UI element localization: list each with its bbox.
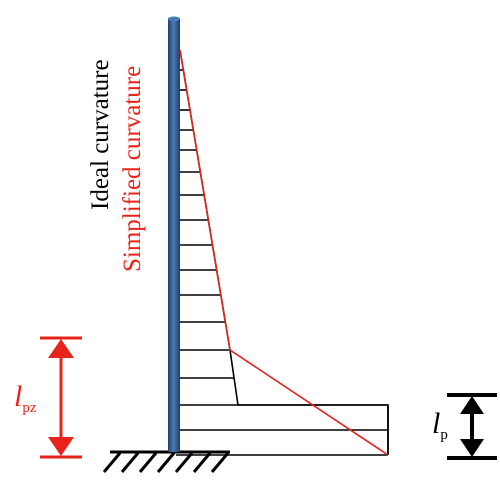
ideal-curvature-distribution bbox=[176, 49, 389, 456]
lpz-label: lpz bbox=[14, 380, 37, 416]
lp-label-sub: p bbox=[440, 427, 448, 443]
lp-dimension-arrow bbox=[447, 393, 497, 460]
column-top bbox=[168, 16, 180, 22]
lpz-dimension-arrow bbox=[40, 336, 82, 459]
lp-label: lp bbox=[432, 407, 448, 443]
simplified-curvature-line bbox=[179, 49, 389, 456]
lp-label-main: l bbox=[432, 407, 440, 440]
ideal-curvature-label: Ideal curvature bbox=[87, 59, 114, 210]
column-body bbox=[168, 18, 180, 452]
ideal-curvature-outline bbox=[179, 49, 389, 455]
column bbox=[168, 16, 180, 452]
simplified-curvature-label: Simplified curvature bbox=[119, 66, 146, 272]
lpz-label-main: l bbox=[14, 380, 22, 413]
hatch-marks bbox=[102, 452, 230, 473]
lpz-label-sub: pz bbox=[22, 400, 37, 416]
curvature-hatch-lines bbox=[176, 69, 234, 379]
